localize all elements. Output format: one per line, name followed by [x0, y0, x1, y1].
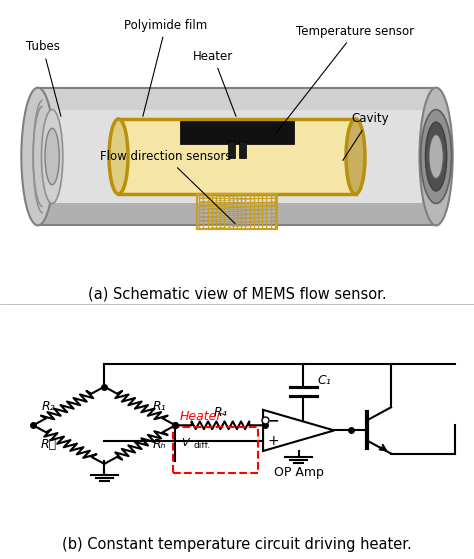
FancyBboxPatch shape [38, 88, 436, 131]
Text: (a) Schematic view of MEMS flow sensor.: (a) Schematic view of MEMS flow sensor. [88, 287, 386, 302]
Ellipse shape [426, 122, 447, 191]
Text: (b) Constant temperature circuit driving heater.: (b) Constant temperature circuit driving… [62, 537, 412, 552]
Ellipse shape [420, 110, 451, 203]
Text: Heater: Heater [180, 410, 223, 423]
Text: R₂: R₂ [42, 400, 55, 413]
FancyBboxPatch shape [239, 141, 246, 158]
Text: Heater: Heater [193, 50, 236, 116]
FancyBboxPatch shape [38, 88, 436, 225]
FancyBboxPatch shape [118, 119, 356, 194]
Text: Rₕ: Rₕ [153, 438, 166, 451]
Ellipse shape [419, 88, 453, 225]
Ellipse shape [429, 135, 443, 178]
Text: C₁: C₁ [318, 374, 332, 387]
Text: Tubes: Tubes [26, 40, 61, 116]
Text: diff.: diff. [193, 441, 210, 450]
FancyBboxPatch shape [52, 110, 422, 203]
Ellipse shape [346, 119, 365, 194]
Text: V: V [181, 438, 189, 448]
Text: Polyimide film: Polyimide film [124, 18, 208, 116]
Ellipse shape [42, 110, 63, 203]
Text: R₄: R₄ [214, 405, 227, 419]
Ellipse shape [21, 88, 55, 225]
FancyBboxPatch shape [180, 121, 294, 144]
Text: R₁: R₁ [153, 400, 166, 413]
Text: −: − [268, 413, 279, 427]
Text: R꜀: R꜀ [41, 438, 57, 451]
Ellipse shape [109, 119, 128, 194]
Text: OP Amp: OP Amp [273, 466, 324, 480]
FancyBboxPatch shape [38, 141, 436, 172]
FancyBboxPatch shape [228, 141, 235, 158]
Text: Temperature sensor: Temperature sensor [277, 25, 415, 132]
Text: +: + [268, 434, 279, 448]
Text: Cavity: Cavity [343, 112, 389, 160]
Polygon shape [263, 410, 334, 451]
Text: Flow direction sensors: Flow direction sensors [100, 150, 235, 224]
Ellipse shape [45, 129, 59, 184]
